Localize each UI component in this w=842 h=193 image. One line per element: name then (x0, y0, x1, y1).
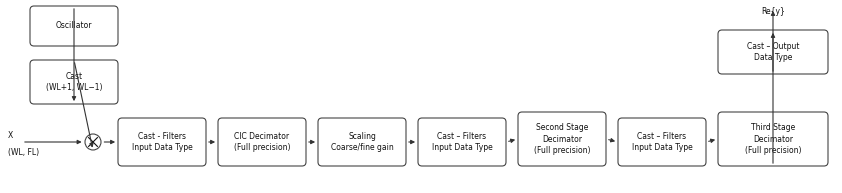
Text: Cast - Filters
Input Data Type: Cast - Filters Input Data Type (131, 132, 192, 152)
FancyBboxPatch shape (30, 6, 118, 46)
Text: Cast – Filters
Input Data Type: Cast – Filters Input Data Type (632, 132, 692, 152)
Text: Cast – Output
Data Type: Cast – Output Data Type (747, 42, 799, 62)
Text: CIC Decimator
(Full precision): CIC Decimator (Full precision) (234, 132, 290, 152)
Text: Third Stage
Decimator
(Full precision): Third Stage Decimator (Full precision) (745, 123, 802, 155)
FancyBboxPatch shape (218, 118, 306, 166)
Text: Re{y}: Re{y} (761, 8, 785, 16)
Text: Cast
(WL+1, WL−1): Cast (WL+1, WL−1) (45, 72, 102, 92)
Text: Oscillator: Oscillator (56, 21, 93, 30)
Text: Cast – Filters
Input Data Type: Cast – Filters Input Data Type (432, 132, 493, 152)
Text: Scaling
Coarse/fine gain: Scaling Coarse/fine gain (331, 132, 393, 152)
FancyBboxPatch shape (118, 118, 206, 166)
FancyBboxPatch shape (618, 118, 706, 166)
FancyBboxPatch shape (318, 118, 406, 166)
FancyBboxPatch shape (718, 30, 828, 74)
FancyBboxPatch shape (30, 60, 118, 104)
FancyBboxPatch shape (718, 112, 828, 166)
Text: Second Stage
Decimator
(Full precision): Second Stage Decimator (Full precision) (534, 123, 590, 155)
FancyBboxPatch shape (518, 112, 606, 166)
FancyBboxPatch shape (418, 118, 506, 166)
Text: (WL, FL): (WL, FL) (8, 147, 39, 157)
Text: X: X (8, 131, 13, 141)
